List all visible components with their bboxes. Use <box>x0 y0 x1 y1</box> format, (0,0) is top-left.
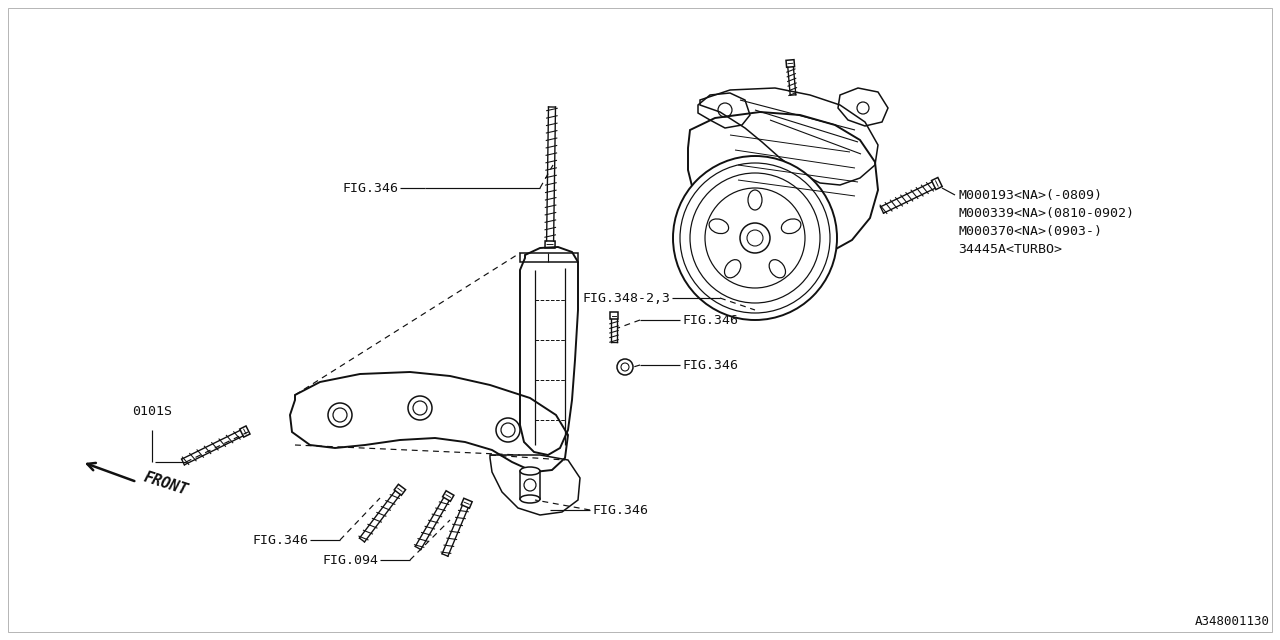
Ellipse shape <box>781 219 801 234</box>
Text: FIG.094: FIG.094 <box>323 554 378 566</box>
Text: M000193<NA>(-0809): M000193<NA>(-0809) <box>957 189 1102 202</box>
Text: FIG.346: FIG.346 <box>682 314 739 326</box>
Circle shape <box>673 156 837 320</box>
Text: FIG.346: FIG.346 <box>682 358 739 371</box>
Text: FIG.346: FIG.346 <box>342 182 398 195</box>
Text: M000339<NA>(0810-0902): M000339<NA>(0810-0902) <box>957 207 1134 220</box>
Text: 34445A<TURBO>: 34445A<TURBO> <box>957 243 1062 255</box>
Ellipse shape <box>520 495 540 503</box>
Circle shape <box>617 359 634 375</box>
Polygon shape <box>520 471 540 499</box>
Ellipse shape <box>748 190 762 210</box>
Ellipse shape <box>709 219 728 234</box>
Text: M000370<NA>(0903-): M000370<NA>(0903-) <box>957 225 1102 237</box>
Circle shape <box>497 418 520 442</box>
Ellipse shape <box>520 467 540 475</box>
Text: FRONT: FRONT <box>142 470 189 498</box>
Ellipse shape <box>769 260 786 278</box>
Text: A348001130: A348001130 <box>1196 615 1270 628</box>
Ellipse shape <box>724 260 741 278</box>
Text: FIG.346: FIG.346 <box>593 504 648 516</box>
Text: FIG.346: FIG.346 <box>252 534 308 547</box>
Text: 0101S: 0101S <box>132 405 172 418</box>
Circle shape <box>328 403 352 427</box>
Circle shape <box>408 396 433 420</box>
Text: FIG.348-2,3: FIG.348-2,3 <box>582 291 669 305</box>
